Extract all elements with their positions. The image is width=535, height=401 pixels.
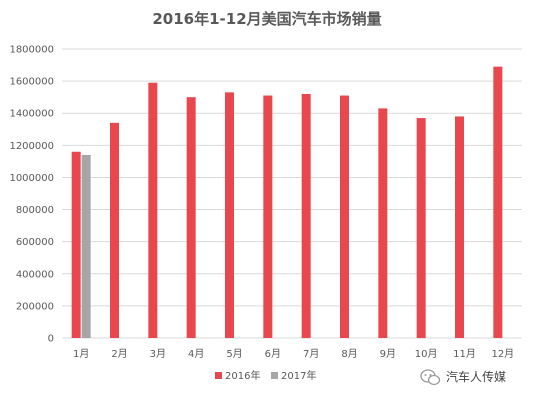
bar-2016年-8月 [340,95,349,338]
y-tick-label: 400000 [16,269,54,280]
bar-2016年-9月 [378,108,388,339]
y-tick-label: 1400000 [9,109,54,120]
x-tick-label: 11月 [453,348,476,360]
bar-2017年-1月 [81,154,91,338]
bar-2016年-5月 [225,92,234,338]
bars [71,66,503,339]
y-tick-label: 600000 [16,237,54,248]
x-tick-label: 5月 [226,348,242,360]
x-tick-label: 9月 [380,348,396,360]
x-tick-label: 7月 [303,348,319,360]
watermark: 汽车人传媒 [420,369,506,386]
y-tick-label: 1600000 [9,77,54,88]
chart-title: 2016年1-12月美国汽车市场销量 [152,10,381,28]
x-tick-label: 8月 [341,348,357,360]
legend: 2016年 2017年 [215,369,316,382]
legend-label: 2016年 [225,369,260,382]
bar-2016年-4月 [186,97,196,339]
bar-2016年-1月 [71,151,81,338]
x-axis: 1月 2月 3月 4月 5月 6月 7月 8月 9月 10月 11月 12月 [73,348,514,360]
bar-2016年-2月 [110,122,119,338]
y-tick-label: 1000000 [9,173,54,184]
x-tick-label: 1月 [73,348,89,360]
bar-2016年-6月 [263,95,273,338]
x-tick-label: 12月 [491,348,514,360]
watermark-text: 汽车人传媒 [446,369,506,384]
bar-2016年-7月 [301,93,311,338]
y-tick-label: 0 [48,334,54,345]
x-tick-label: 3月 [150,348,166,360]
x-tick-label: 10月 [415,348,438,360]
x-tick-label: 6月 [265,348,281,360]
legend-label: 2017年 [281,369,316,382]
bar-2016年-12月 [493,66,503,339]
gridlines [62,48,522,339]
bar-2016年-11月 [455,116,464,338]
x-tick-label: 2月 [111,348,127,360]
y-tick-label: 800000 [16,205,54,216]
legend-swatch [271,372,278,379]
y-axis: 0 200000 400000 600000 800000 1000000 1200000 1… [9,45,54,345]
x-tick-label: 4月 [188,348,204,360]
y-tick-label: 1200000 [9,141,54,152]
y-tick-label: 200000 [16,301,54,312]
bar-2016年-10月 [416,118,426,339]
wechat-icon [420,369,441,386]
legend-swatch [215,372,222,379]
y-tick-label: 1800000 [9,45,54,56]
bar-2016年-3月 [148,82,158,338]
